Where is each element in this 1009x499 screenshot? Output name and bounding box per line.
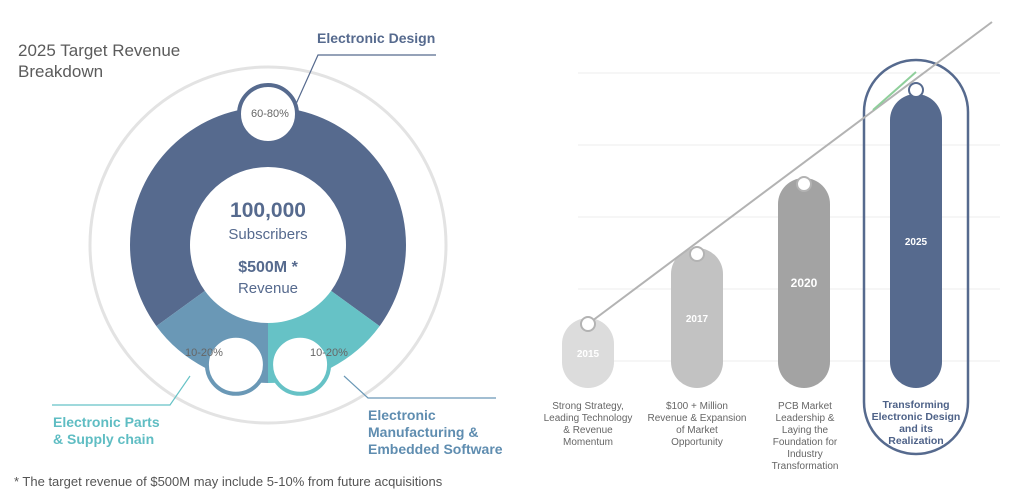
slice-value-electronic-design: 60-80%: [251, 108, 289, 120]
milestone-marker-2017: [689, 246, 705, 262]
bar-2017: [671, 248, 723, 388]
trend-line: [587, 21, 993, 325]
bar-2020: [778, 178, 830, 388]
bar-label-2015: 2015: [577, 349, 600, 360]
bar-label-2020: 2020: [791, 276, 818, 290]
bar-2025: [890, 94, 942, 388]
bar-label-2017: 2017: [686, 314, 709, 325]
revenue-value: $500M *: [238, 259, 298, 276]
left-chart-donut: [52, 54, 496, 425]
milestone-description-2020: PCB Market Leadership & Laying the Found…: [771, 401, 839, 472]
value-bubble-electronic-parts: [269, 333, 332, 396]
slice-value-electronic-manufacturing: 10-20%: [310, 347, 348, 359]
leader-line-electronic-parts: [52, 375, 191, 406]
milestone-description-2017: $100 + Million Revenue & Expansion of Ma…: [647, 401, 747, 448]
bar-label-2025: 2025: [905, 237, 928, 248]
chart-title: 2025 Target Revenue Breakdown: [18, 41, 181, 81]
slice-label-electronic-parts: Electronic Parts & Supply chain: [53, 414, 160, 447]
donut-slice-electronic-design: [130, 107, 406, 327]
milestone-description-2015: Strong Strategy, Leading Technology & Re…: [543, 401, 633, 448]
milestone-marker-2015: [580, 316, 596, 332]
value-bubble-electronic-design: [237, 83, 299, 145]
subscribers-value: 100,000: [230, 199, 306, 222]
highlight-capsule-2025: [862, 58, 970, 456]
subscribers-label: Subscribers: [228, 226, 308, 243]
value-bubble-electronic-manufacturing: [204, 333, 267, 396]
milestone-marker-2025: [908, 82, 924, 98]
bar-2015: [562, 318, 614, 388]
milestone-marker-2020: [796, 176, 812, 192]
slice-value-electronic-parts: 10-20%: [185, 347, 223, 359]
footnote: * The target revenue of $500M may includ…: [14, 474, 443, 489]
milestone-description-2025: Transforming Electronic Design and its R…: [871, 399, 961, 447]
right-chart-bars: 2015 2017 2020 2025: [562, 21, 993, 456]
leader-line-electronic-manufacturing: [343, 375, 496, 399]
leader-line-electronic-design: [295, 54, 436, 105]
slice-label-electronic-manufacturing: Electronic Manufacturing & Embedded Soft…: [368, 407, 503, 457]
donut-outer-ring: [88, 65, 448, 425]
slice-label-electronic-design: Electronic Design: [317, 30, 436, 46]
trend-line-highlight: [872, 71, 917, 111]
revenue-label: Revenue: [237, 280, 299, 297]
